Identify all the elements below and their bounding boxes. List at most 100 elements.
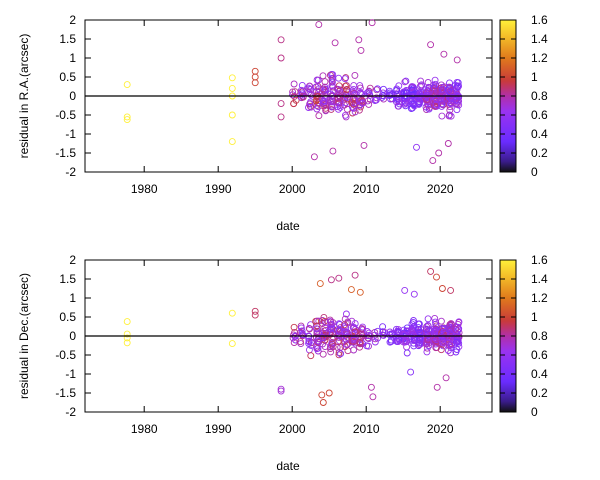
data-point (277, 113, 285, 121)
data-point (401, 286, 409, 294)
data-point (350, 324, 358, 331)
data-point (418, 339, 426, 347)
data-point (251, 311, 259, 319)
data-point (438, 112, 446, 120)
data-point (358, 325, 366, 333)
y-tick-label: -2 (65, 405, 76, 419)
colorbar-tick-label: 1 (531, 310, 538, 324)
data-point (322, 86, 330, 94)
data-point (290, 323, 298, 331)
y-tick-label: -2 (65, 165, 76, 179)
colorbar-tick-label: 0.2 (531, 386, 548, 400)
data-point (297, 324, 305, 332)
data-point (364, 334, 372, 342)
data-point (356, 343, 364, 351)
data-point (373, 86, 381, 94)
data-point (334, 330, 342, 338)
x-tick-label: 2010 (353, 422, 380, 436)
data-point (447, 286, 455, 294)
data-point (432, 320, 440, 328)
data-point (356, 82, 364, 90)
y-tick-label: 1.5 (59, 32, 76, 46)
data-point (433, 273, 440, 281)
data-point (350, 346, 358, 354)
colorbar-tick-label: 1.4 (531, 272, 548, 286)
data-point (296, 338, 304, 346)
data-point (292, 336, 299, 344)
data-point (325, 389, 333, 397)
data-point (418, 81, 426, 89)
data-point (327, 318, 335, 326)
data-point (371, 338, 379, 346)
data-point (356, 339, 364, 347)
data-point (407, 368, 415, 376)
y-tick-label: -1.5 (55, 386, 76, 400)
x-tick-label: 1980 (131, 422, 158, 436)
y-tick-label: 0.5 (59, 70, 76, 84)
y-tick-label: 1 (69, 51, 76, 65)
ra-data-points (123, 19, 463, 165)
ra-axes: 1980 1990 2000 2010 2020 -2 -1.5 -1 -0.5 0 0.5 1 1.5… (55, 13, 492, 196)
data-point (438, 285, 446, 292)
data-point (348, 317, 356, 325)
data-point (337, 343, 345, 351)
y-tick-label: -1 (65, 127, 76, 141)
data-point (437, 81, 445, 89)
data-point (447, 349, 455, 357)
data-point (365, 100, 373, 108)
data-point (328, 77, 336, 85)
colorbar-tick-label: 0.6 (531, 348, 548, 362)
data-point (393, 328, 401, 335)
y-tick-label: -0.5 (55, 348, 76, 362)
data-point (454, 327, 461, 335)
data-point (351, 71, 359, 79)
data-point (371, 97, 379, 105)
data-point (455, 325, 463, 333)
data-point (327, 105, 335, 113)
y-tick-label: -1 (65, 367, 76, 381)
data-point (453, 56, 461, 64)
data-point (277, 100, 285, 108)
data-point (123, 334, 131, 342)
data-point (123, 330, 131, 338)
data-point (228, 309, 236, 317)
data-point (422, 340, 430, 348)
data-point (415, 320, 423, 328)
data-point (351, 271, 359, 279)
colorbar-tick-label: 0.8 (531, 89, 548, 103)
data-point (435, 149, 443, 157)
data-point (251, 79, 259, 87)
y-tick-label: 0 (69, 89, 76, 103)
data-point (313, 345, 321, 353)
data-point (341, 321, 348, 329)
colorbar-tick-label: 0.4 (531, 127, 548, 141)
data-point (334, 86, 342, 93)
ra-colorbar: 0 0.2 0.4 0.6 0.8 1 1.2 1.4 1.6 (499, 13, 548, 179)
data-point (321, 78, 329, 86)
x-tick-label: 1990 (205, 182, 232, 196)
colorbar-tick-label: 1.2 (531, 291, 548, 305)
data-point (423, 87, 431, 95)
data-point (312, 325, 320, 333)
y-tick-label: 1.5 (59, 272, 76, 286)
data-point (306, 325, 314, 333)
data-point (379, 323, 387, 331)
x-tick-label: 1980 (131, 182, 158, 196)
data-point (379, 331, 387, 339)
data-point (305, 337, 313, 345)
data-point (342, 310, 350, 318)
data-point (312, 83, 320, 91)
y-tick-label: 2 (69, 13, 76, 27)
data-point (431, 102, 439, 110)
data-point (326, 325, 334, 333)
data-point (347, 286, 355, 294)
data-point (407, 326, 415, 334)
data-point (355, 36, 363, 44)
ra-x-axis-title: date (276, 219, 300, 233)
x-tick-label: 2010 (353, 182, 380, 196)
data-point (408, 98, 416, 105)
data-point (455, 318, 463, 326)
data-point (327, 348, 335, 356)
data-point (228, 84, 236, 92)
